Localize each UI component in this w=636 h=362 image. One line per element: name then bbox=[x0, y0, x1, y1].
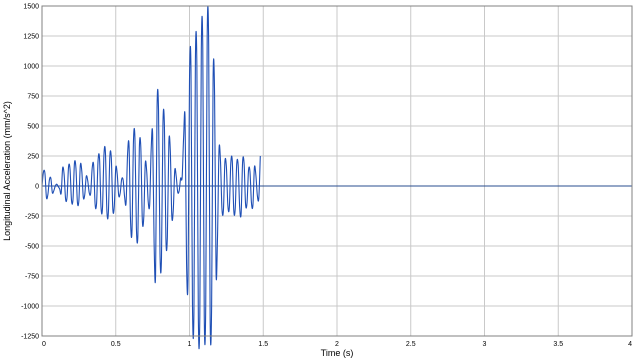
y-axis-label: Longitudinal Acceleration (mm/s^2) bbox=[2, 101, 12, 241]
x-tick-label: 3.5 bbox=[553, 341, 563, 348]
y-tick-label: 1500 bbox=[23, 4, 39, 11]
y-tick-label: -750 bbox=[25, 274, 39, 281]
y-tick-label: -1000 bbox=[21, 304, 39, 311]
y-tick-labels: -1250 -1000 -750 -500 -250 0 250 500 750 1000 1250… bbox=[21, 4, 39, 341]
y-tick-label: -1250 bbox=[21, 334, 39, 341]
x-tick-label: 1.5 bbox=[258, 341, 268, 348]
plot-frame bbox=[41, 5, 633, 337]
x-tick-label: 4 bbox=[628, 341, 632, 348]
x-axis-label: Time (s) bbox=[321, 348, 354, 358]
acceleration-series-line bbox=[41, 5, 261, 350]
y-tick-label: 1000 bbox=[23, 64, 39, 71]
x-tick-label: 2 bbox=[335, 341, 339, 348]
y-tick-label: 250 bbox=[27, 154, 39, 161]
x-tick-label: 3 bbox=[483, 341, 487, 348]
x-tick-labels: 0 0.5 1 1.5 2 2.5 3 3.5 4 bbox=[42, 341, 632, 348]
y-tick-label: 0 bbox=[35, 184, 39, 191]
y-tick-label: 750 bbox=[27, 94, 39, 101]
x-tick-label: 0 bbox=[42, 341, 46, 348]
grid-lines bbox=[41, 5, 633, 337]
y-tick-label: 1250 bbox=[23, 34, 39, 41]
x-tick-label: 2.5 bbox=[406, 341, 416, 348]
y-tick-label: -500 bbox=[25, 244, 39, 251]
series-layer bbox=[41, 5, 261, 350]
x-tick-label: 0.5 bbox=[111, 341, 121, 348]
y-tick-label: -250 bbox=[25, 214, 39, 221]
x-tick-label: 1 bbox=[188, 341, 192, 348]
y-tick-label: 500 bbox=[27, 124, 39, 131]
